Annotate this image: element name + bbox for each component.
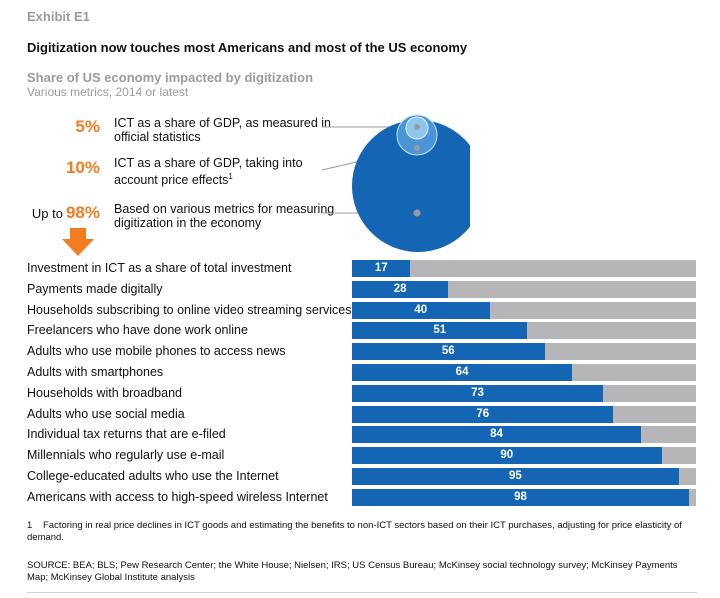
bar <box>352 364 573 381</box>
footnote-marker: 1 <box>228 172 233 181</box>
bar-track: 40 <box>352 301 696 319</box>
bar-value-label: 28 <box>393 282 407 295</box>
bar-label: Households with broadband <box>27 385 182 400</box>
exhibit-label: Exhibit E1 <box>27 9 90 24</box>
bar <box>352 322 528 340</box>
bar-track: 64 <box>352 364 696 381</box>
bar-track: 73 <box>352 384 696 402</box>
bar-value-label: 64 <box>455 366 469 378</box>
bar-track: 56 <box>352 343 696 361</box>
share-circles-graphic <box>321 114 470 252</box>
bar-track: 95 <box>352 468 696 485</box>
callout-description: ICT as a share of GDP, taking into accou… <box>114 156 303 188</box>
bar <box>352 343 545 361</box>
chart-subsubtitle: Various metrics, 2014 or latest <box>27 85 189 99</box>
bar <box>352 447 662 465</box>
source-note: SOURCE: BEA; BLS; Pew Research Center; t… <box>27 560 678 583</box>
bar-value-label: 84 <box>490 428 503 441</box>
bar <box>352 405 614 423</box>
bar-track: 84 <box>352 426 696 444</box>
bar-label: Individual tax returns that are e-filed <box>27 427 226 442</box>
bar-value-label: 95 <box>509 470 522 482</box>
bar-track: 90 <box>352 447 696 465</box>
callout-text-5: ICT as a share of GDP, as measured in of… <box>114 116 344 144</box>
bar <box>352 426 641 444</box>
footnote-text: Factoring in real price declines in ICT … <box>27 520 682 543</box>
bar <box>352 280 449 298</box>
bar-value-label: 40 <box>414 303 428 316</box>
bar-track: 28 <box>352 280 696 298</box>
dot-5 <box>414 124 420 130</box>
bar-track: 76 <box>352 405 696 423</box>
bar <box>352 488 690 506</box>
callout-prefix: Up to <box>31 206 63 221</box>
callout-value-text: 5% <box>75 117 100 136</box>
bar-value-label: 90 <box>500 449 514 462</box>
dot-98 <box>413 209 421 217</box>
callout-description: Based on various metrics for measuring d… <box>114 202 335 230</box>
bar-value-label: 17 <box>374 262 388 274</box>
bar-value-label: 51 <box>433 324 447 337</box>
bar-label: Millennials who regularly use e-mail <box>27 448 225 463</box>
callout-value-98: Up to 98% <box>22 203 100 223</box>
bar-label: Freelancers who have done work online <box>27 323 248 338</box>
bar-label: College-educated adults who use the Inte… <box>27 469 279 483</box>
chart-title: Digitization now touches most Americans … <box>27 40 468 55</box>
footnote: 1 Factoring in real price declines in ICT… <box>27 520 697 544</box>
bar-track: 17 <box>352 260 696 277</box>
bar-label: Adults who use social media <box>27 406 185 421</box>
bar <box>352 260 411 277</box>
bar-label: Americans with access to high-speed wire… <box>27 489 328 504</box>
bar-label: Payments made digitally <box>27 281 163 296</box>
callout-description: ICT as a share of GDP, as measured in of… <box>114 116 332 144</box>
bar-track: 51 <box>352 322 696 340</box>
bottom-divider <box>27 592 697 593</box>
callout-value-text: 98% <box>65 203 100 222</box>
bar-label: Investment in ICT as a share of total in… <box>27 261 292 275</box>
bar-label: Adults who use mobile phones to access n… <box>27 344 286 359</box>
chart-subtitle: Share of US economy impacted by digitiza… <box>27 70 314 85</box>
bar-value-label: 56 <box>441 345 455 358</box>
callout-text-10: ICT as a share of GDP, taking into accou… <box>114 156 344 187</box>
bar <box>352 301 490 319</box>
bar-value-label: 73 <box>471 386 484 399</box>
bar-value-label: 98 <box>514 490 527 503</box>
arrow-down-icon <box>62 228 94 256</box>
footnote-number: 1 <box>27 520 33 531</box>
bar <box>352 384 604 402</box>
bar-value-label: 76 <box>476 407 490 420</box>
callout-value-10: 10% <box>22 158 100 178</box>
bar <box>352 468 679 485</box>
dot-10 <box>414 145 420 151</box>
callout-text-98: Based on various metrics for measuring d… <box>114 202 344 230</box>
callout-value-5: 5% <box>22 117 100 137</box>
bar-label: Households subscribing to online video s… <box>27 302 352 317</box>
circle-98 <box>352 120 470 252</box>
bar-label: Adults with smartphones <box>27 365 164 379</box>
bar-track: 98 <box>352 488 696 506</box>
callout-value-text: 10% <box>65 158 100 177</box>
